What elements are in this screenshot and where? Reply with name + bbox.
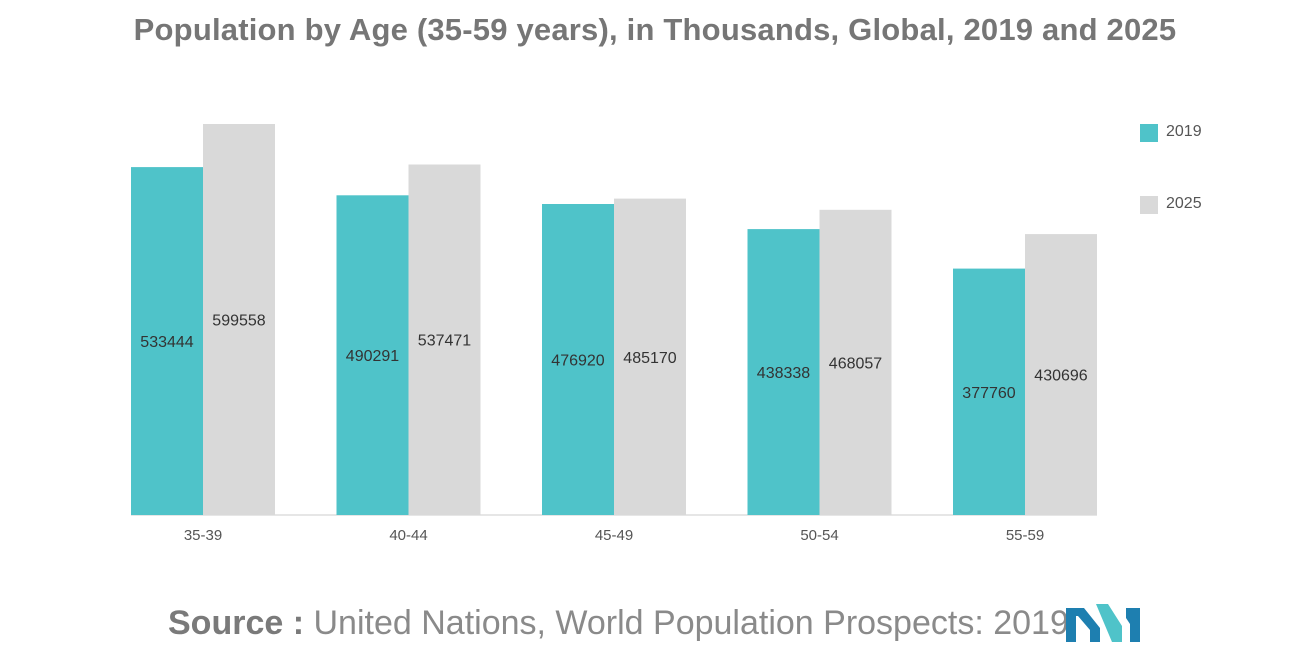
bar-chart: 533444 599558 490291 537471 476920 485170 4383…: [131, 124, 1097, 544]
bar-2019-55-59: [953, 268, 1025, 515]
data-label-2019-55-59: 377760: [962, 385, 1015, 402]
x-tick-labels: 35-39 40-44 45-49 50-54 55-59: [184, 527, 1044, 544]
bar-2025-45-49: [614, 198, 686, 515]
bars-layer: [131, 124, 1097, 516]
logo-shape-left: [1066, 608, 1100, 642]
legend-item-2025: 2025: [1140, 194, 1260, 216]
bar-2019-40-44: [336, 195, 409, 516]
bar-2025-35-39: [203, 124, 275, 515]
data-label-2025-35-39: 599558: [212, 313, 265, 330]
data-label-2019-50-54: 438338: [757, 365, 810, 382]
data-label-2025-50-54: 468057: [829, 355, 882, 372]
source-text: United Nations, World Population Prospec…: [313, 604, 1069, 642]
bar-2025-55-59: [1025, 234, 1097, 515]
mordor-logo-icon: [1066, 604, 1140, 642]
logo-shape-right: [1126, 608, 1140, 642]
bar-2019-50-54: [747, 229, 820, 515]
x-tick-label-45-49: 45-49: [595, 527, 633, 544]
legend-label-2019: 2019: [1166, 123, 1202, 140]
labels-layer: 533444 599558 490291 537471 476920 485170 4383…: [140, 313, 1087, 402]
data-label-2025-40-44: 537471: [418, 333, 471, 350]
data-label-2025-55-59: 430696: [1034, 368, 1087, 385]
data-label-2019-35-39: 533444: [140, 334, 193, 351]
bar-2019-35-39: [131, 167, 203, 515]
legend-swatch-2019: [1140, 124, 1158, 142]
x-tick-label-40-44: 40-44: [389, 527, 427, 544]
x-tick-label-55-59: 55-59: [1006, 527, 1044, 544]
x-tick-label-35-39: 35-39: [184, 527, 222, 544]
x-tick-label-50-54: 50-54: [800, 527, 838, 544]
data-label-2025-45-49: 485170: [623, 350, 676, 367]
data-label-2019-45-49: 476920: [551, 353, 604, 370]
source-line: Source : United Nations, World Populatio…: [168, 604, 1069, 643]
bar-2019-45-49: [542, 204, 614, 515]
data-label-2019-40-44: 490291: [346, 348, 399, 365]
bar-2025-50-54: [819, 209, 892, 516]
legend-item-2019: 2019: [1140, 122, 1260, 144]
source-prefix: Source :: [168, 604, 305, 642]
legend-swatch-2025: [1140, 196, 1158, 214]
legend-label-2025: 2025: [1166, 195, 1202, 212]
logo-shape-middle: [1096, 604, 1122, 642]
bar-2025-40-44: [408, 164, 481, 515]
chart-title: Population by Age (35-59 years), in Thou…: [133, 12, 1177, 47]
